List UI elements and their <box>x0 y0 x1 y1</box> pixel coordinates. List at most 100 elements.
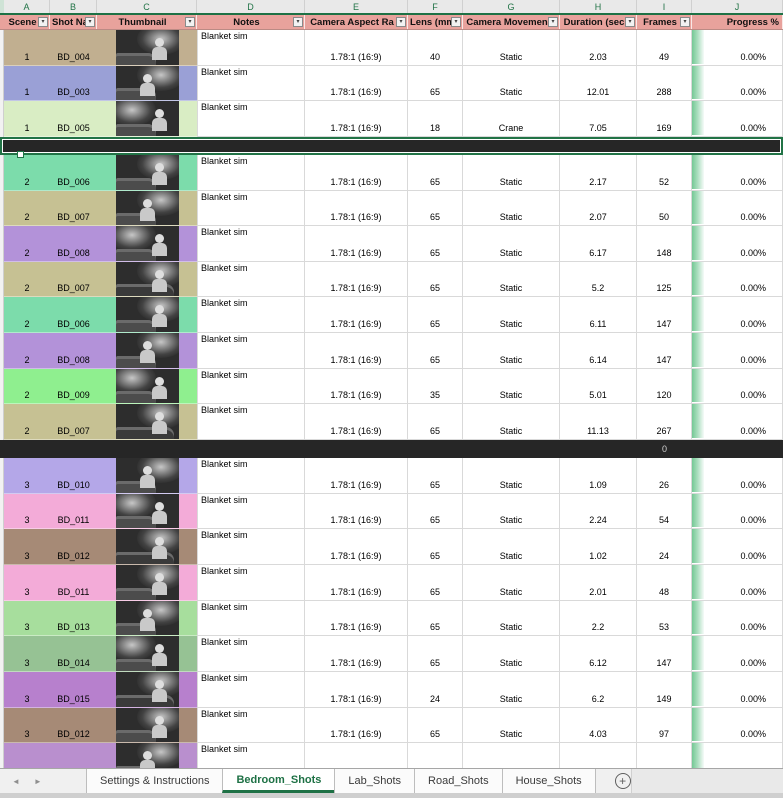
cell-shot-name[interactable]: BD_004 <box>50 30 97 66</box>
cell-notes[interactable]: Blanket sim <box>197 636 305 672</box>
shot-thumbnail-image[interactable] <box>115 564 179 600</box>
cell-camera-aspect-ratio[interactable] <box>305 743 408 768</box>
filter-dropdown-icon[interactable]: ▾ <box>85 17 95 27</box>
row-header-strip[interactable] <box>0 65 4 102</box>
header-shot-name[interactable]: Shot Na ▾ <box>50 15 97 29</box>
cell-scene[interactable]: 1 <box>4 30 50 66</box>
cell-progress[interactable]: 0.00% <box>692 458 783 494</box>
cell-notes[interactable]: Blanket sim <box>197 743 305 768</box>
cell-frames[interactable]: 49 <box>637 30 692 66</box>
cell-shot-name[interactable]: BD_006 <box>50 297 97 334</box>
cell-scene[interactable]: 3 <box>4 636 50 672</box>
cell-camera-aspect-ratio[interactable]: 1.78:1 (16:9) <box>305 404 408 441</box>
cell-progress[interactable]: 0.00% <box>692 671 783 708</box>
cell-shot-name[interactable]: BD_013 <box>50 600 97 637</box>
shot-thumbnail-image[interactable] <box>115 404 179 440</box>
cell-notes[interactable]: Blanket sim <box>197 493 305 530</box>
tab-house-shots[interactable]: House_Shots <box>501 769 596 793</box>
cell-camera-movement[interactable]: Static <box>463 30 560 66</box>
cell-lens[interactable]: 65 <box>408 636 463 672</box>
header-thumbnail[interactable]: Thumbnail ▾ <box>97 15 197 29</box>
column-header-i[interactable]: I <box>637 0 692 13</box>
cell-notes[interactable]: Blanket sim <box>197 297 305 334</box>
cell-frames[interactable]: 147 <box>637 333 692 369</box>
shot-thumbnail-image[interactable] <box>115 101 179 136</box>
cell-lens[interactable]: 65 <box>408 600 463 637</box>
cell-scene[interactable]: 1 <box>4 65 50 102</box>
cell-frames[interactable]: 50 <box>637 190 692 227</box>
cell-lens[interactable]: 24 <box>408 671 463 708</box>
cell-camera-aspect-ratio[interactable]: 1.78:1 (16:9) <box>305 458 408 494</box>
cell-thumbnail[interactable] <box>97 636 197 672</box>
column-header-c[interactable]: C <box>97 0 197 13</box>
select-all-corner[interactable] <box>0 0 4 13</box>
cell-progress[interactable]: 0.00% <box>692 30 783 66</box>
shot-thumbnail-image[interactable] <box>115 529 179 564</box>
cell-progress[interactable]: 0.00% <box>692 101 783 137</box>
cell-camera-movement[interactable]: Static <box>463 707 560 744</box>
cell-thumbnail[interactable] <box>97 297 197 334</box>
cell-camera-aspect-ratio[interactable]: 1.78:1 (16:9) <box>305 297 408 334</box>
shot-thumbnail-image[interactable] <box>115 65 179 101</box>
cell-shot-name[interactable]: BD_010 <box>50 458 97 494</box>
cell-scene[interactable]: 2 <box>4 297 50 334</box>
cell-duration[interactable]: 6.17 <box>560 226 637 262</box>
row-header-strip[interactable] <box>0 154 4 191</box>
cell-notes[interactable]: Blanket sim <box>197 101 305 137</box>
cell-frames[interactable]: 125 <box>637 261 692 298</box>
cell-camera-aspect-ratio[interactable]: 1.78:1 (16:9) <box>305 261 408 298</box>
cell-camera-movement[interactable]: Static <box>463 564 560 601</box>
row-header-strip[interactable] <box>0 297 4 334</box>
shot-thumbnail-image[interactable] <box>115 261 179 297</box>
cell-camera-aspect-ratio[interactable]: 1.78:1 (16:9) <box>305 190 408 227</box>
cell-camera-movement[interactable]: Static <box>463 226 560 262</box>
cell-camera-movement[interactable] <box>463 743 560 768</box>
cell-frames[interactable]: 97 <box>637 707 692 744</box>
filter-dropdown-icon[interactable]: ▾ <box>680 17 690 27</box>
cell-frames[interactable]: 24 <box>637 529 692 565</box>
row-header-strip[interactable] <box>0 707 4 744</box>
shot-thumbnail-image[interactable] <box>115 600 179 636</box>
cell-thumbnail[interactable] <box>97 529 197 565</box>
cell-notes[interactable]: Blanket sim <box>197 564 305 601</box>
tab-lab-shots[interactable]: Lab_Shots <box>334 769 416 793</box>
header-duration-sec[interactable]: Duration (sec ▾ <box>560 15 637 29</box>
cell-frames[interactable]: 48 <box>637 564 692 601</box>
cell-shot-name[interactable]: BD_008 <box>50 226 97 262</box>
cell-progress[interactable]: 0.00% <box>692 333 783 369</box>
cell-scene[interactable]: 2 <box>4 368 50 405</box>
cell-thumbnail[interactable] <box>97 600 197 637</box>
cell-camera-aspect-ratio[interactable]: 1.78:1 (16:9) <box>305 671 408 708</box>
cell-progress[interactable]: 0.00% <box>692 65 783 102</box>
cell-scene[interactable]: 3 <box>4 707 50 744</box>
cell-shot-name[interactable]: BD_007 <box>50 190 97 227</box>
filter-dropdown-icon[interactable]: ▾ <box>293 17 303 27</box>
cell-progress[interactable]: 0.00% <box>692 529 783 565</box>
cell-thumbnail[interactable] <box>97 101 197 137</box>
cell-duration[interactable]: 1.02 <box>560 529 637 565</box>
header-scene[interactable]: Scene ▾ <box>4 15 50 29</box>
cell-lens[interactable]: 65 <box>408 458 463 494</box>
column-header-j[interactable]: J <box>692 0 783 13</box>
filter-dropdown-icon[interactable]: ▾ <box>625 17 635 27</box>
cell-scene[interactable]: 3 <box>4 600 50 637</box>
cell-camera-aspect-ratio[interactable]: 1.78:1 (16:9) <box>305 368 408 405</box>
shot-thumbnail-image[interactable] <box>115 226 179 261</box>
row-header-strip[interactable] <box>0 101 4 137</box>
cell-lens[interactable]: 65 <box>408 226 463 262</box>
cell-scene[interactable]: 3 <box>4 671 50 708</box>
cell-camera-movement[interactable]: Static <box>463 671 560 708</box>
cell-notes[interactable]: Blanket sim <box>197 707 305 744</box>
cell-camera-aspect-ratio[interactable]: 1.78:1 (16:9) <box>305 154 408 191</box>
shot-thumbnail-image[interactable] <box>115 458 179 493</box>
cell-scene[interactable] <box>4 743 50 768</box>
cell-progress[interactable]: 0.00% <box>692 297 783 334</box>
cell-duration[interactable]: 2.24 <box>560 493 637 530</box>
cell-notes[interactable]: Blanket sim <box>197 529 305 565</box>
cell-shot-name[interactable]: BD_005 <box>50 101 97 137</box>
cell-notes[interactable]: Blanket sim <box>197 404 305 441</box>
scene-separator-row[interactable]: 0 <box>0 440 783 459</box>
column-header-e[interactable]: E <box>305 0 408 13</box>
row-header-strip[interactable] <box>0 190 4 227</box>
row-header-strip[interactable] <box>0 743 4 768</box>
